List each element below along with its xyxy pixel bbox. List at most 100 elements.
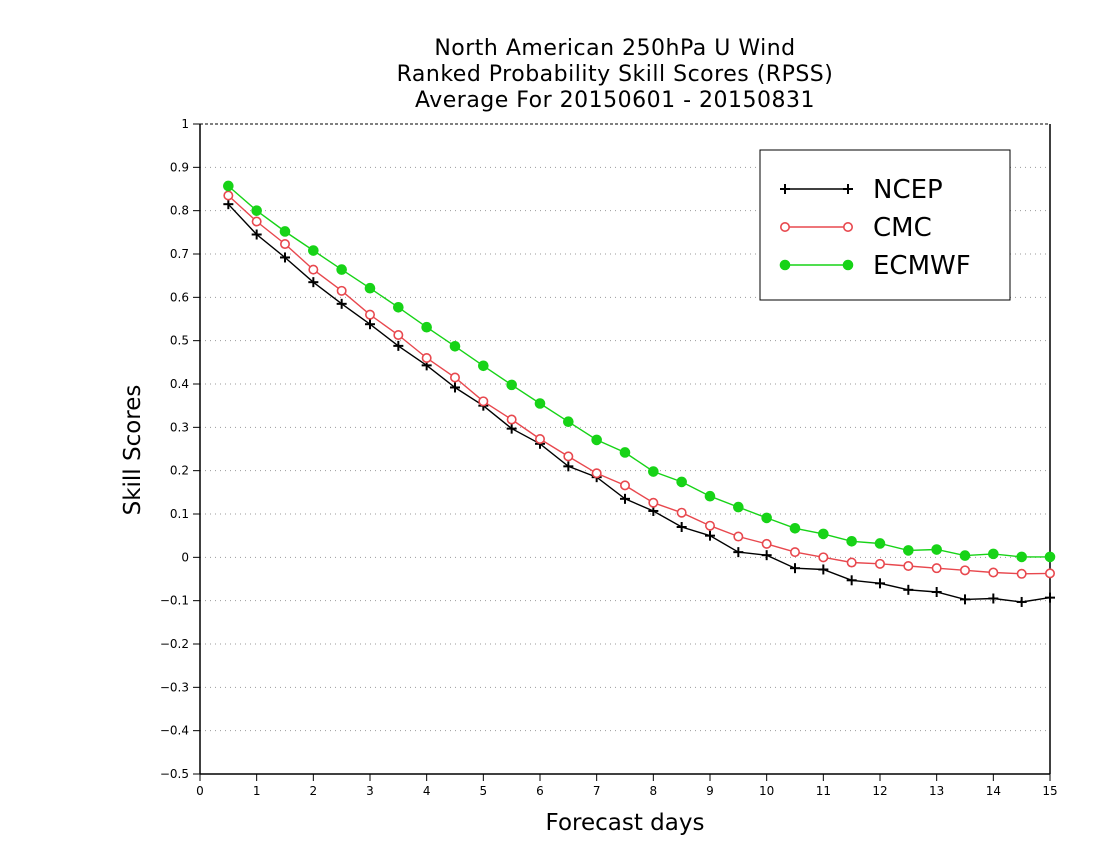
data-point-ncep [1016,596,1027,607]
data-point-ncep [563,461,574,472]
data-point-cmc [789,547,800,558]
y-tick-label: 0.9 [170,160,189,174]
data-point-ncep [336,298,347,309]
data-point-ncep [903,584,914,595]
y-tick-label: 0.2 [170,464,189,478]
data-point-cmc [676,507,687,518]
data-point-cmc [534,434,545,445]
data-point-cmc [1016,568,1027,579]
data-point-ncep [705,530,715,541]
data-point-ncep [280,252,290,263]
data-point-ecmwf [393,302,404,313]
data-point-cmc [619,480,630,491]
data-point-cmc [733,531,744,542]
data-point-ecmwf [1044,551,1056,563]
data-point-cmc [959,565,970,576]
data-point-cmc [308,264,319,275]
data-point-ecmwf [421,321,432,333]
data-point-ncep [790,563,800,574]
x-tick-label: 9 [706,784,714,798]
x-tick-label: 6 [536,784,544,798]
data-point-ecmwf [648,466,659,477]
data-point-cmc [874,558,885,569]
data-point-ecmwf [251,205,262,216]
data-point-ecmwf [279,226,291,237]
data-point-ncep [365,319,375,330]
data-point-ncep [818,564,829,575]
chart-title-line-2: Ranked Probability Skill Scores (RPSS) [396,62,834,87]
y-tick-label: −0.3 [160,680,189,694]
data-point-ecmwf [449,341,461,352]
data-point-cmc [336,285,347,296]
y-tick-label: 0.6 [170,290,189,304]
data-point-ecmwf [988,548,999,560]
data-point-ncep [1045,592,1055,603]
data-point-cmc [1045,568,1056,579]
data-point-ecmwf [931,544,942,555]
data-point-ncep [450,382,460,393]
y-tick-label: 0.7 [170,247,189,261]
data-point-cmc [223,190,234,201]
data-point-cmc [478,396,489,407]
legend-marker [780,184,790,194]
data-point-cmc [846,557,857,568]
legend-item-ncep: NCEP [780,175,943,205]
data-point-ncep [931,587,942,597]
data-point-cmc [591,468,602,479]
data-point-ncep [875,578,885,589]
legend-marker [842,259,854,271]
x-tick-label: 2 [310,784,318,798]
legend: NCEP CMC ECMWF [759,149,1011,301]
data-point-cmc [279,239,290,250]
data-point-ncep [393,340,404,351]
x-tick-label: 0 [196,784,204,798]
data-point-cmc [449,372,460,383]
x-tick-label: 1 [253,784,261,798]
data-point-ecmwf [676,476,687,488]
data-point-ecmwf [1016,551,1027,563]
data-point-ecmwf [704,490,716,502]
series-ncep [223,199,1055,607]
legend-marker [779,222,790,233]
y-tick-label: 0.4 [170,377,189,391]
data-point-ecmwf [308,245,319,256]
data-point-ecmwf [223,180,234,192]
data-point-cmc [818,552,829,563]
legend-item-cmc: CMC [779,213,932,243]
x-tick-label: 11 [816,784,831,798]
data-point-cmc [988,567,999,578]
series-ecmwf [223,180,1056,563]
x-tick-label: 12 [872,784,887,798]
data-point-cmc [563,451,574,462]
data-point-ecmwf [874,538,886,549]
x-tick-label: 10 [759,784,774,798]
y-axis-title: Skill Scores [120,384,146,516]
y-tick-label: −0.4 [160,724,189,738]
data-point-ncep [251,229,262,240]
data-point-ecmwf [591,434,602,446]
data-point-cmc [506,414,517,425]
data-point-cmc [364,309,375,320]
x-tick-label: 14 [986,784,1001,798]
data-point-ecmwf [789,523,801,534]
x-tick-label: 3 [366,784,374,798]
data-point-ncep [506,423,517,434]
x-tick-label: 13 [929,784,944,798]
data-point-cmc [393,330,404,341]
data-point-ncep [761,550,772,561]
x-axis-title: Forecast days [545,810,705,836]
y-tick-label: −0.5 [160,767,189,781]
data-point-cmc [704,520,715,531]
data-point-ecmwf [619,447,631,458]
x-tick-label: 4 [423,784,431,798]
data-point-ncep [960,594,970,605]
data-point-ncep [846,575,857,586]
y-tick-label: 0.5 [170,334,189,348]
data-point-ecmwf [733,501,744,513]
legend-marker [842,222,853,233]
legend-box [759,149,1011,301]
y-tick-label: 0.3 [170,420,189,434]
data-point-ecmwf [761,512,772,524]
data-point-cmc [648,497,659,508]
